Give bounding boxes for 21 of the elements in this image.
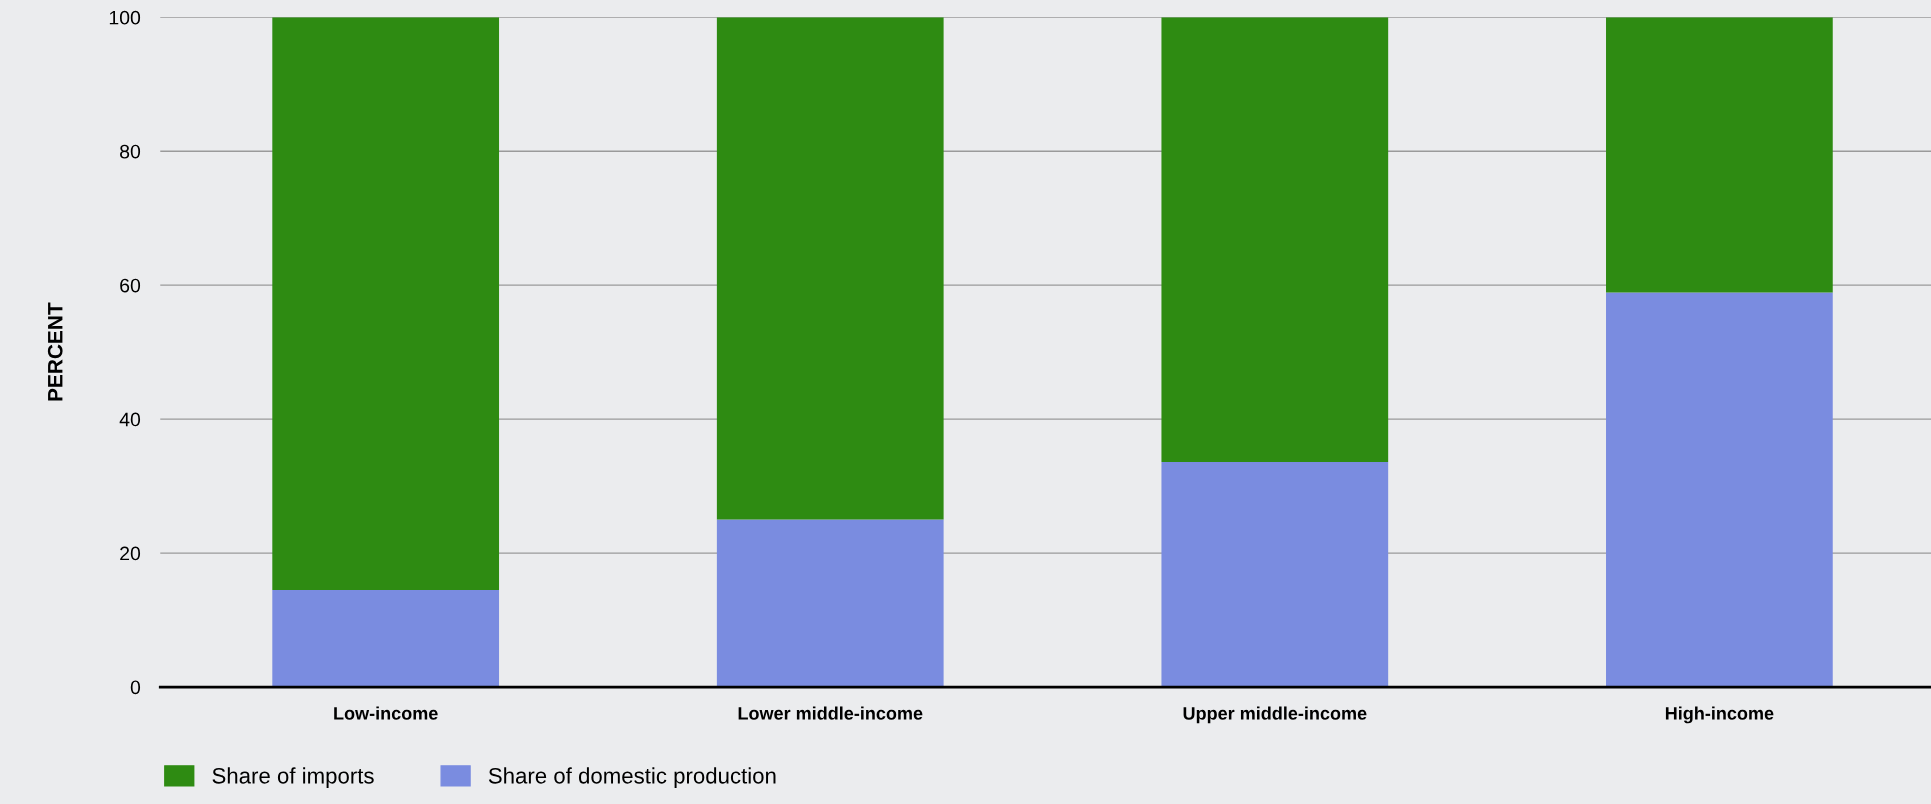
bar xyxy=(272,17,500,590)
y-tick-label: 0 xyxy=(130,680,141,695)
x-tick-label: High-income xyxy=(1665,706,1774,724)
y-tick-label: 40 xyxy=(119,412,141,427)
legend-label: Share of imports xyxy=(212,767,374,789)
bar xyxy=(716,519,944,688)
y-tick-label: 100 xyxy=(109,10,141,25)
bar xyxy=(716,17,944,520)
bar xyxy=(272,589,500,688)
legend-label: Share of domestic production xyxy=(488,767,776,789)
x-tick-label: Lower middle-income xyxy=(738,706,923,720)
bar xyxy=(1161,461,1389,688)
y-tick-label: 60 xyxy=(120,278,141,293)
bar xyxy=(1606,17,1833,293)
y-axis-title: PERCENT xyxy=(47,302,63,401)
x-tick-label: Low-income xyxy=(334,706,438,720)
bar xyxy=(1161,17,1389,462)
y-tick-label: 80 xyxy=(120,144,141,159)
x-tick-label: Upper middle-income xyxy=(1183,706,1367,724)
bar xyxy=(1606,292,1833,688)
y-tick-label: 20 xyxy=(120,546,141,561)
